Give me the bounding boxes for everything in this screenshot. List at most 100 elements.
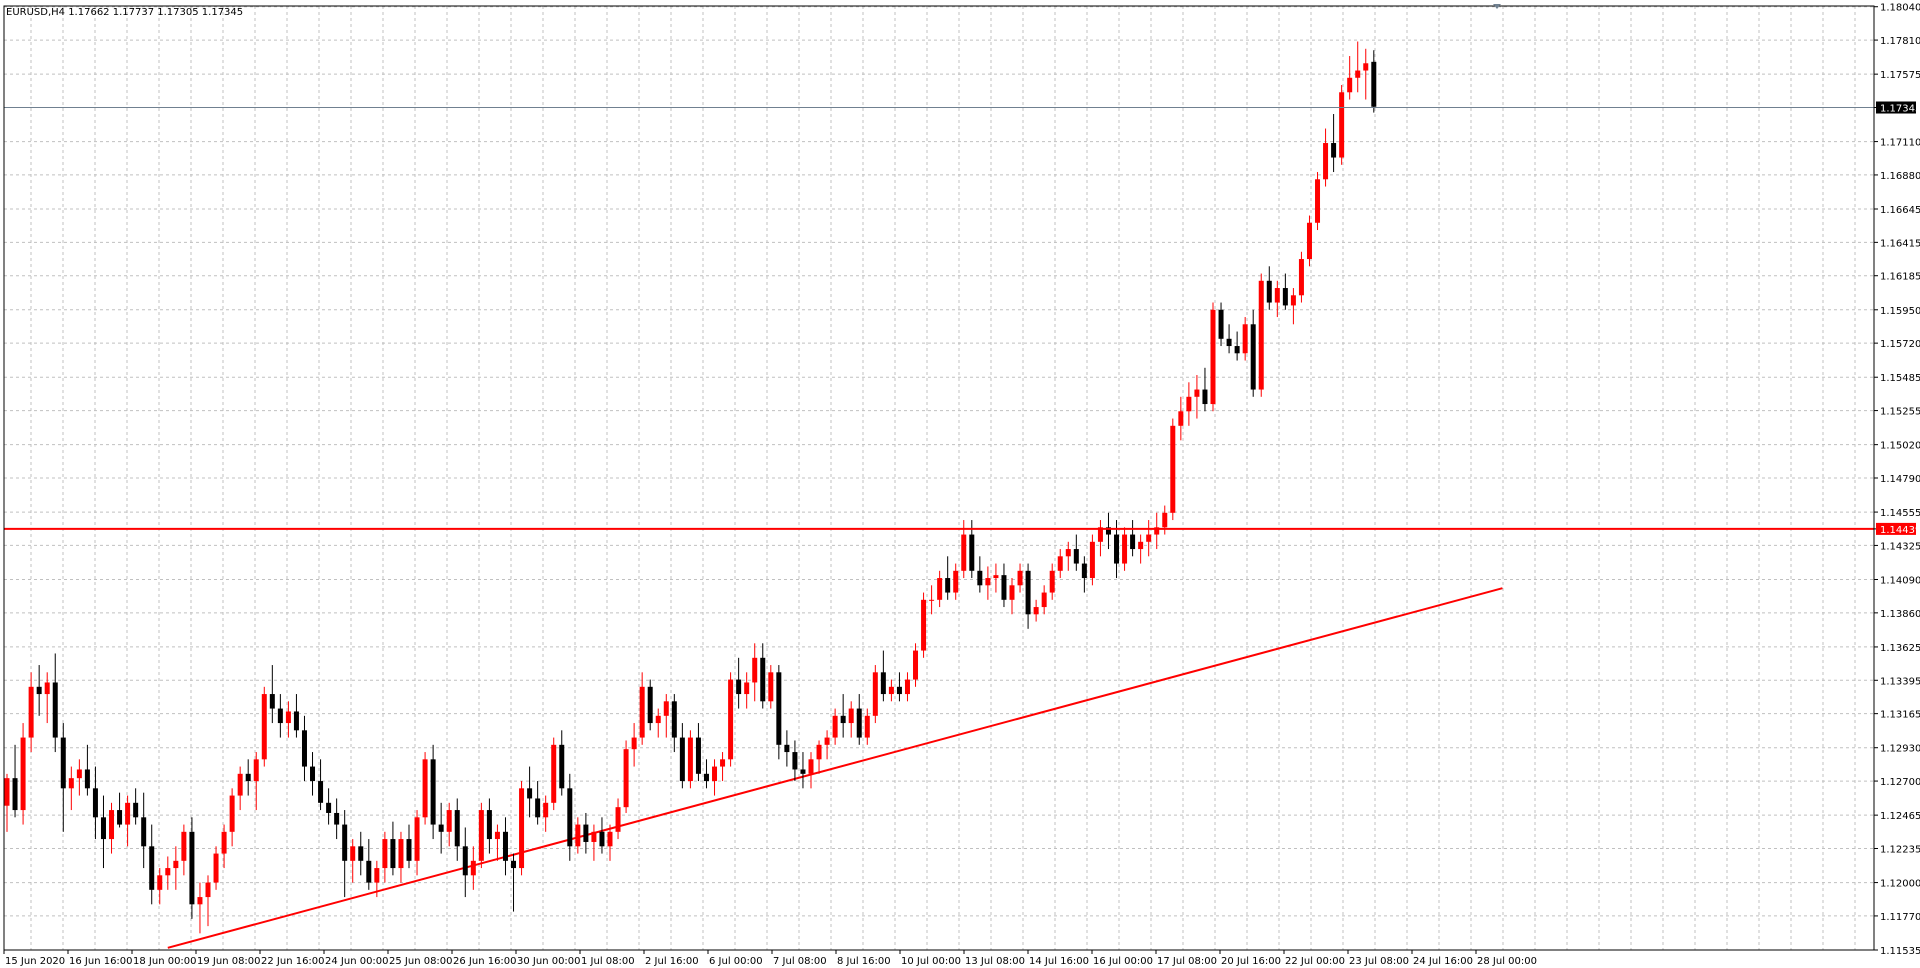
candle-body xyxy=(760,657,766,702)
candle xyxy=(792,740,798,782)
x-tick-label: 13 Jul 08:00 xyxy=(965,956,1025,967)
candle-body xyxy=(1363,63,1369,71)
candle-body xyxy=(864,715,870,738)
candle-body xyxy=(92,788,98,818)
x-tick-label: 2 Jul 16:00 xyxy=(645,956,699,967)
y-tick-label: 1.13860 xyxy=(1880,609,1920,620)
candle xyxy=(446,802,452,847)
candle xyxy=(1073,534,1079,571)
candle xyxy=(1298,251,1304,303)
candle-body xyxy=(663,701,669,716)
y-tick-label: 1.16185 xyxy=(1880,272,1920,283)
y-tick-label: 1.12700 xyxy=(1880,777,1920,788)
candle xyxy=(374,860,380,898)
candle-body xyxy=(720,759,726,767)
candle-body xyxy=(511,860,517,869)
candle xyxy=(100,795,106,869)
candle xyxy=(800,752,806,789)
candle-body xyxy=(4,778,10,806)
candle-body xyxy=(285,711,291,724)
candle-body xyxy=(213,853,219,883)
candle xyxy=(12,744,18,818)
candle xyxy=(494,824,500,861)
candle xyxy=(454,798,460,861)
candle xyxy=(535,781,541,825)
candle-body xyxy=(1162,512,1168,528)
candle-body xyxy=(334,812,340,825)
candle xyxy=(623,740,629,813)
candle-body xyxy=(1258,280,1264,390)
candle xyxy=(382,831,388,883)
candle xyxy=(1065,541,1071,571)
candle xyxy=(687,730,693,789)
candle-body xyxy=(655,715,661,724)
x-tick-label: 10 Jul 00:00 xyxy=(901,956,961,967)
candle xyxy=(888,679,894,702)
candle xyxy=(68,766,74,811)
candle xyxy=(36,665,42,716)
candle-body xyxy=(141,817,147,847)
candle xyxy=(1363,48,1369,100)
candle-body xyxy=(1057,556,1063,571)
candle xyxy=(1274,280,1280,318)
x-tick-label: 16 Jul 00:00 xyxy=(1093,956,1153,967)
candle-body xyxy=(880,672,886,695)
candle xyxy=(486,798,492,854)
candle xyxy=(310,752,316,796)
candle-body xyxy=(1049,570,1055,593)
y-tick-label: 1.11535 xyxy=(1880,946,1920,957)
candle xyxy=(784,730,790,767)
candle xyxy=(1178,396,1184,441)
candle-body xyxy=(551,744,557,803)
candle-body xyxy=(527,788,533,799)
candle xyxy=(1001,563,1007,608)
candle-body xyxy=(277,708,283,724)
candle-body xyxy=(301,730,307,767)
candle-body xyxy=(1234,346,1240,354)
x-tick-label: 28 Jul 00:00 xyxy=(1477,956,1537,967)
candle xyxy=(913,643,919,687)
candle xyxy=(478,802,484,869)
candle-body xyxy=(44,682,50,695)
candle xyxy=(1041,585,1047,615)
candle xyxy=(1130,520,1136,557)
candle xyxy=(470,846,476,890)
candle xyxy=(1202,367,1208,412)
candle-body xyxy=(157,875,163,890)
candle xyxy=(197,882,203,934)
candle-body xyxy=(937,578,943,600)
candle-body xyxy=(896,686,902,695)
candle xyxy=(125,795,131,847)
candle-body xyxy=(969,534,975,571)
candle-body xyxy=(1186,396,1192,412)
trend-lines xyxy=(167,587,1503,949)
candle-body xyxy=(575,824,581,847)
candle xyxy=(1250,309,1256,397)
y-tick-label: 1.12465 xyxy=(1880,811,1920,822)
candle xyxy=(921,592,927,658)
y-tick-label: 1.14790 xyxy=(1880,474,1920,485)
candle-body xyxy=(84,769,90,789)
candle xyxy=(1025,563,1031,629)
candle xyxy=(1234,331,1240,361)
candle xyxy=(1315,172,1321,231)
candle-body xyxy=(736,679,742,695)
candle-body xyxy=(728,679,734,760)
candle xyxy=(985,566,991,600)
candle-body xyxy=(977,570,983,586)
candle-body xyxy=(567,788,573,847)
candle xyxy=(366,839,372,890)
candle-body xyxy=(52,682,58,738)
candle-body xyxy=(1001,575,1007,600)
candle xyxy=(189,817,195,919)
candle xyxy=(157,868,163,905)
candle-body xyxy=(776,672,782,745)
candle xyxy=(993,563,999,593)
trend-line[interactable] xyxy=(167,587,1503,949)
y-tick-label: 1.12930 xyxy=(1880,744,1920,755)
candle xyxy=(1323,128,1329,187)
candle xyxy=(285,701,291,738)
chart-shift-marker-icon[interactable] xyxy=(1493,4,1501,9)
